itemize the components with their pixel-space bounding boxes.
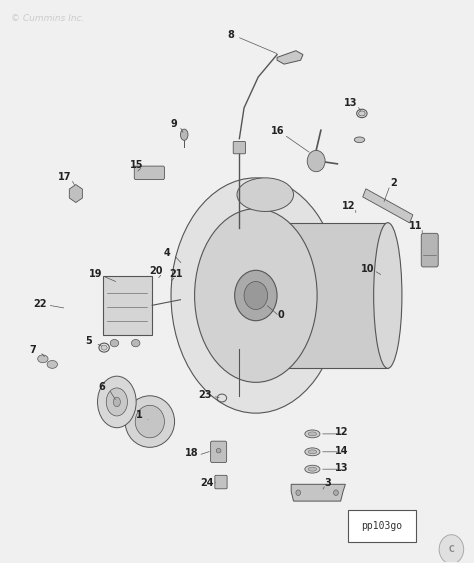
FancyBboxPatch shape bbox=[134, 166, 164, 180]
Ellipse shape bbox=[374, 223, 402, 368]
Text: 20: 20 bbox=[150, 266, 163, 276]
Text: © Cummins Inc.: © Cummins Inc. bbox=[11, 14, 84, 23]
Ellipse shape bbox=[125, 396, 174, 448]
Bar bbox=[103, 276, 152, 335]
Text: 12: 12 bbox=[342, 201, 356, 211]
Text: 19: 19 bbox=[89, 269, 102, 279]
Text: 3: 3 bbox=[325, 478, 331, 488]
Ellipse shape bbox=[308, 467, 317, 471]
Ellipse shape bbox=[305, 448, 320, 455]
Ellipse shape bbox=[334, 490, 338, 495]
Ellipse shape bbox=[244, 282, 268, 310]
Ellipse shape bbox=[181, 129, 188, 140]
Text: 8: 8 bbox=[228, 30, 234, 40]
Circle shape bbox=[439, 535, 464, 563]
Ellipse shape bbox=[47, 360, 57, 368]
Ellipse shape bbox=[358, 111, 365, 116]
Text: 13: 13 bbox=[335, 463, 348, 473]
Text: 1: 1 bbox=[136, 410, 143, 421]
Text: 11: 11 bbox=[410, 221, 423, 231]
Text: 0: 0 bbox=[277, 310, 284, 320]
Ellipse shape bbox=[106, 388, 128, 416]
Ellipse shape bbox=[234, 142, 245, 151]
Text: 15: 15 bbox=[130, 160, 143, 170]
Text: 9: 9 bbox=[170, 119, 177, 128]
Text: C: C bbox=[448, 545, 454, 554]
Ellipse shape bbox=[101, 345, 107, 350]
Bar bbox=[284, 223, 388, 368]
Text: 14: 14 bbox=[335, 446, 348, 455]
Bar bbox=[348, 510, 416, 542]
Ellipse shape bbox=[308, 450, 317, 454]
Text: 6: 6 bbox=[99, 382, 105, 392]
Text: 4: 4 bbox=[164, 248, 171, 258]
FancyBboxPatch shape bbox=[233, 141, 246, 154]
Text: 18: 18 bbox=[184, 449, 198, 458]
Text: pp103go: pp103go bbox=[362, 521, 403, 531]
Ellipse shape bbox=[305, 465, 320, 473]
Ellipse shape bbox=[131, 339, 140, 347]
FancyBboxPatch shape bbox=[215, 475, 227, 489]
Text: 10: 10 bbox=[361, 263, 374, 274]
FancyBboxPatch shape bbox=[210, 441, 227, 462]
Ellipse shape bbox=[296, 490, 301, 495]
Ellipse shape bbox=[216, 449, 221, 453]
Text: 24: 24 bbox=[200, 478, 214, 488]
Ellipse shape bbox=[355, 137, 365, 142]
Text: 21: 21 bbox=[169, 269, 182, 279]
FancyBboxPatch shape bbox=[421, 233, 438, 267]
Ellipse shape bbox=[270, 223, 298, 368]
Text: 5: 5 bbox=[85, 337, 92, 346]
Ellipse shape bbox=[171, 178, 341, 413]
Text: 17: 17 bbox=[58, 172, 72, 182]
Ellipse shape bbox=[305, 430, 320, 438]
Polygon shape bbox=[277, 51, 303, 64]
Polygon shape bbox=[363, 189, 413, 223]
Ellipse shape bbox=[98, 376, 136, 428]
Text: 2: 2 bbox=[390, 178, 397, 189]
Ellipse shape bbox=[235, 270, 277, 321]
Ellipse shape bbox=[237, 178, 293, 212]
Text: 23: 23 bbox=[199, 390, 212, 400]
Ellipse shape bbox=[113, 397, 120, 406]
Text: 7: 7 bbox=[29, 345, 36, 355]
Text: 16: 16 bbox=[271, 126, 285, 136]
Text: 22: 22 bbox=[33, 299, 47, 309]
Ellipse shape bbox=[195, 209, 317, 382]
Ellipse shape bbox=[135, 405, 164, 438]
Text: 12: 12 bbox=[335, 427, 348, 437]
Ellipse shape bbox=[110, 339, 118, 347]
Ellipse shape bbox=[37, 355, 48, 363]
Polygon shape bbox=[291, 484, 346, 501]
Text: 13: 13 bbox=[344, 99, 358, 108]
Polygon shape bbox=[69, 185, 82, 203]
Ellipse shape bbox=[308, 432, 317, 436]
Ellipse shape bbox=[307, 150, 325, 172]
